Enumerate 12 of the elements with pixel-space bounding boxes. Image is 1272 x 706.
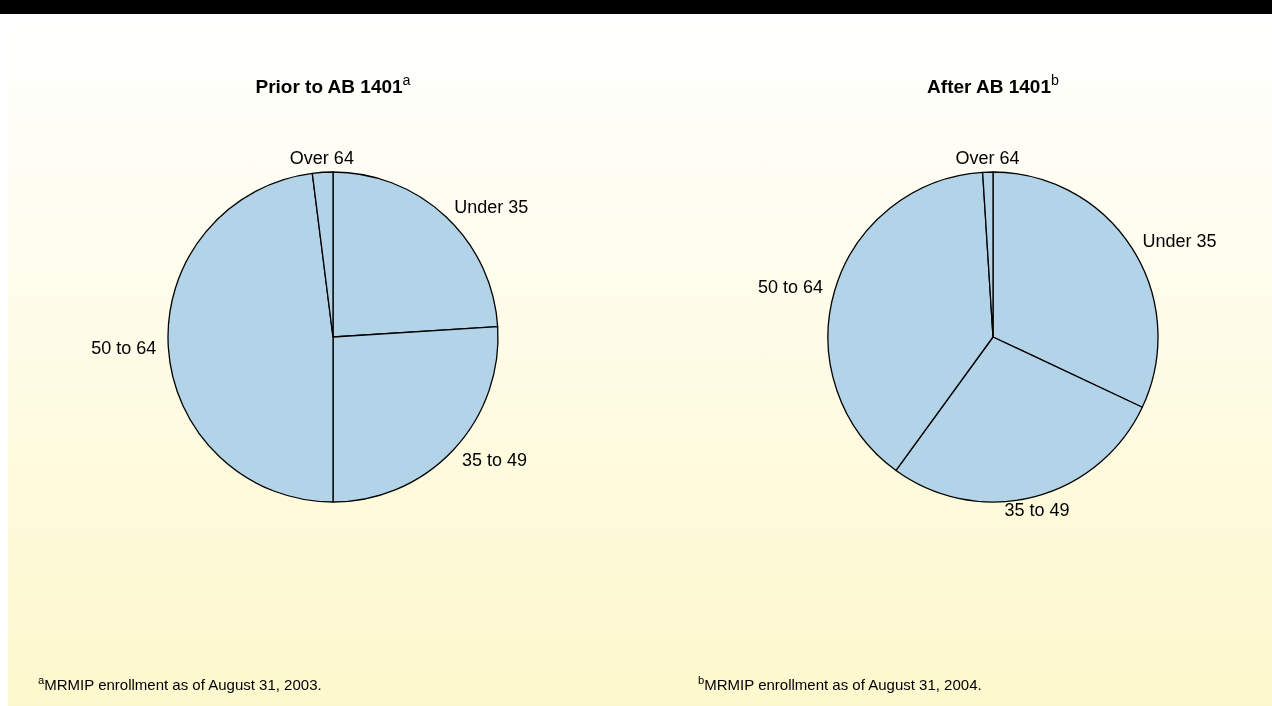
slice-label: Over 64	[289, 148, 354, 169]
slice-label: 50 to 64	[91, 338, 157, 359]
chart-title: After AB 1401$^{b}$	[927, 72, 1059, 97]
slice-label: 35 to 49	[1004, 500, 1070, 521]
slice-label: 50 to 64	[757, 277, 824, 298]
text: $^{a}$MRMIP enrollment as of August 31, 2003.	[38, 674, 322, 693]
slice-label: Under 35	[454, 196, 529, 217]
slice-label: Under 35	[1142, 231, 1217, 252]
slice-label: Over 64	[955, 148, 1020, 169]
text: $^{b}$MRMIP enrollment as of August 31, 2004.	[698, 674, 982, 693]
slice-label: 35 to 49	[462, 449, 528, 470]
chart-title: Prior to AB 1401$^{a}$	[255, 72, 411, 97]
